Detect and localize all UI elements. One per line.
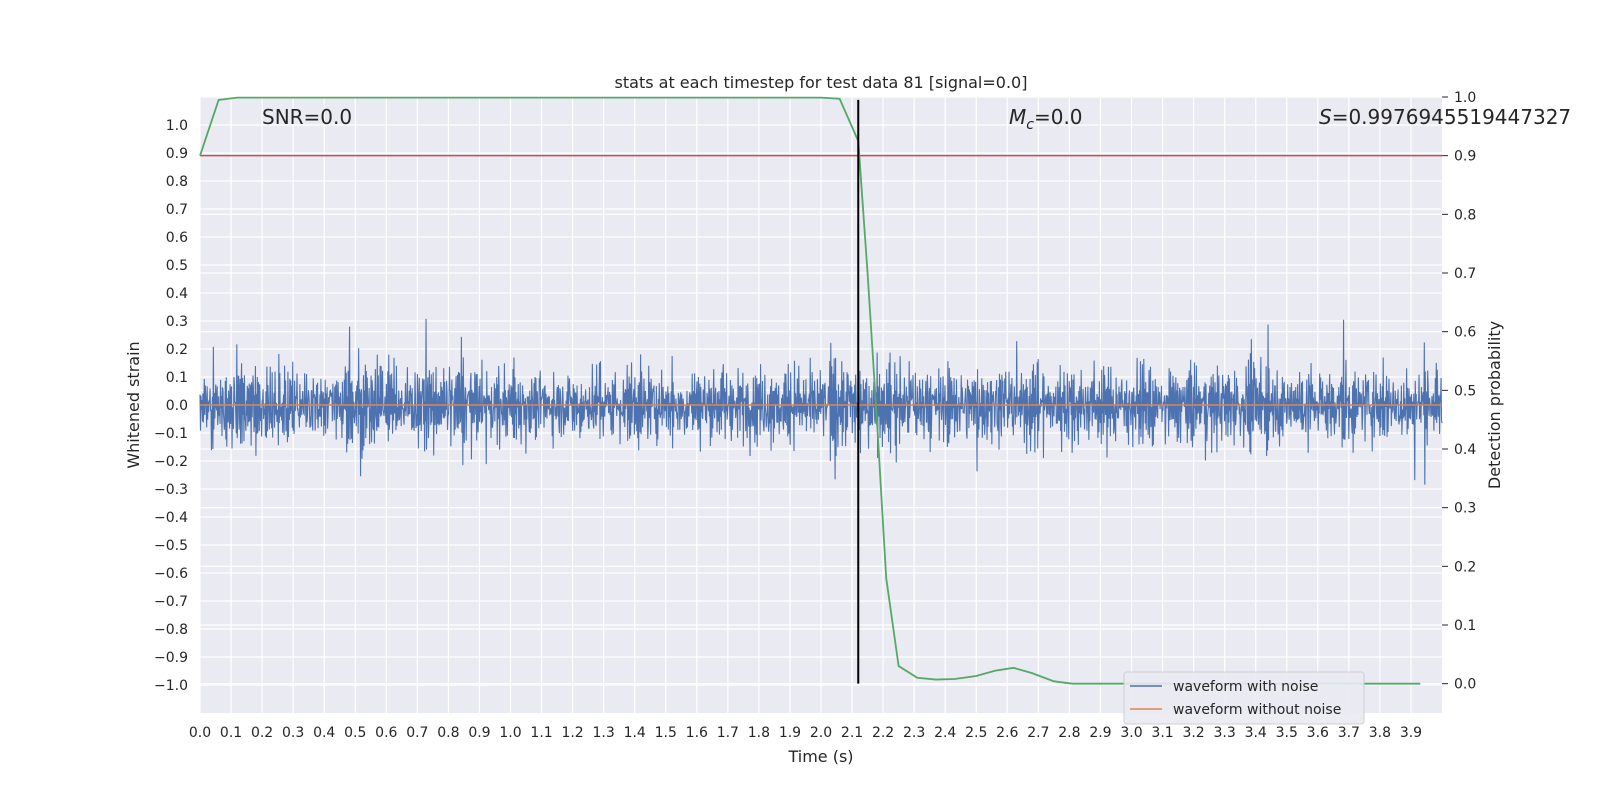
mc-value: =0.0	[1034, 105, 1083, 129]
y-tick-label: 0.2	[166, 342, 188, 358]
y-tick-label: 0.7	[166, 202, 188, 218]
y-tick-label: 0.8	[166, 174, 188, 190]
x-tick-label: 3.0	[1120, 725, 1142, 741]
y-tick-label: −0.7	[154, 594, 188, 610]
lines-layer	[199, 96, 1442, 685]
x-tick-label: 1.9	[779, 725, 801, 741]
y-tick-label: 0.4	[166, 286, 188, 302]
y2-tick-label: 0.0	[1454, 677, 1476, 693]
x-tick-label: 0.4	[313, 725, 335, 741]
legend-box	[1123, 671, 1365, 725]
x-tick-label: 2.8	[1058, 725, 1080, 741]
y2-tick-label: 0.7	[1454, 266, 1476, 282]
y2-tick-label: 0.5	[1454, 383, 1476, 399]
y-tick-label: 0.3	[166, 314, 188, 330]
y2-tick-label: 0.4	[1454, 442, 1476, 458]
y-tick-label: 0.5	[166, 258, 188, 274]
chart-title: stats at each timestep for test data 81 …	[615, 73, 1028, 92]
x-tick-label: 3.1	[1151, 725, 1173, 741]
y-tick-label: 1.0	[166, 118, 188, 134]
x-tick-label: 0.6	[375, 725, 397, 741]
x-tick-label: 1.4	[624, 725, 646, 741]
mc-subscript: c	[1026, 117, 1034, 133]
x-tick-label: 0.9	[468, 725, 490, 741]
y-tick-label: −0.9	[154, 650, 188, 666]
y-tick-label: −1.0	[154, 678, 188, 694]
x-tick-label: 1.0	[499, 725, 521, 741]
x-tick-label: 3.7	[1338, 725, 1360, 741]
y-tick-label: −0.2	[154, 454, 188, 470]
x-tick-label: 0.1	[220, 725, 242, 741]
y-tick-label: −0.4	[154, 510, 188, 526]
x-tick-label: 1.7	[717, 725, 739, 741]
y-tick-label: −0.3	[154, 482, 188, 498]
x-axis-label: Time (s)	[787, 747, 853, 766]
y2-axis-label: Detection probability	[1485, 321, 1504, 489]
y-tick-label: −0.8	[154, 622, 188, 638]
x-tick-label: 3.4	[1245, 725, 1267, 741]
x-tick-label: 0.0	[189, 725, 211, 741]
x-tick-label: 2.1	[841, 725, 863, 741]
x-tick-label: 2.0	[810, 725, 832, 741]
x-tick-label: 3.3	[1214, 725, 1236, 741]
x-tick-label: 0.2	[251, 725, 273, 741]
mc-annotation: Mc=0.0	[1009, 105, 1083, 133]
y-tick-label: −0.5	[154, 538, 188, 554]
y2-tick-label: 0.1	[1454, 618, 1476, 634]
y-tick-label: −0.6	[154, 566, 188, 582]
x-tick-label: 3.6	[1307, 725, 1329, 741]
snr-annotation: SNR=0.0	[262, 105, 352, 129]
s-annotation: S=0.9976945519447327	[1319, 105, 1571, 129]
x-tick-label: 3.8	[1369, 725, 1391, 741]
y-tick-label: 0.0	[166, 398, 188, 414]
mc-symbol: M	[1009, 105, 1026, 129]
x-tick-label: 2.9	[1089, 725, 1111, 741]
x-tick-label: 3.5	[1276, 725, 1298, 741]
x-tick-label: 1.2	[561, 725, 583, 741]
legend-label-clean: waveform without noise	[1173, 702, 1341, 718]
x-tick-label: 2.5	[965, 725, 987, 741]
y-tick-label: 0.1	[166, 370, 188, 386]
x-tick-label: 1.3	[593, 725, 615, 741]
y2-tick-label: 0.6	[1454, 325, 1476, 341]
legend-label-noise: waveform with noise	[1173, 679, 1318, 695]
x-tick-label: 3.9	[1400, 725, 1422, 741]
x-tick-label: 1.8	[748, 725, 770, 741]
x-tick-label: 0.5	[344, 725, 366, 741]
y2-tick-label: 0.2	[1454, 559, 1476, 575]
y2-tick-label: 0.8	[1454, 207, 1476, 223]
x-tick-label: 2.6	[996, 725, 1018, 741]
s-value: =0.9976945519447327	[1332, 105, 1571, 129]
x-tick-label: 1.6	[686, 725, 708, 741]
y-tick-label: 0.6	[166, 230, 188, 246]
y2-tick-label: 1.0	[1454, 90, 1476, 106]
x-tick-label: 2.7	[1027, 725, 1049, 741]
y-tick-label: 0.9	[166, 146, 188, 162]
x-tick-label: 1.5	[655, 725, 677, 741]
x-tick-label: 2.3	[903, 725, 925, 741]
ticks-layer: 0.0 0.1 0.2 0.3 0.4 0.5 0.6 0.7 0.8 0.9 1.0 1.1 1.2 1…	[154, 90, 1476, 741]
x-tick-label: 1.1	[530, 725, 552, 741]
y2-tick-label: 0.9	[1454, 149, 1476, 165]
y-axis-label: Whitened strain	[124, 341, 143, 468]
x-tick-label: 3.2	[1182, 725, 1204, 741]
x-tick-label: 2.4	[934, 725, 956, 741]
legend: waveform with noise waveform without noi…	[1123, 671, 1365, 725]
x-tick-label: 0.3	[282, 725, 304, 741]
s-symbol: S	[1319, 105, 1332, 129]
x-tick-label: 0.8	[437, 725, 459, 741]
y-tick-label: −0.1	[154, 426, 188, 442]
x-tick-label: 0.7	[406, 725, 428, 741]
detection-probability-line	[199, 96, 1421, 685]
y2-tick-label: 0.3	[1454, 501, 1476, 517]
x-tick-label: 2.2	[872, 725, 894, 741]
